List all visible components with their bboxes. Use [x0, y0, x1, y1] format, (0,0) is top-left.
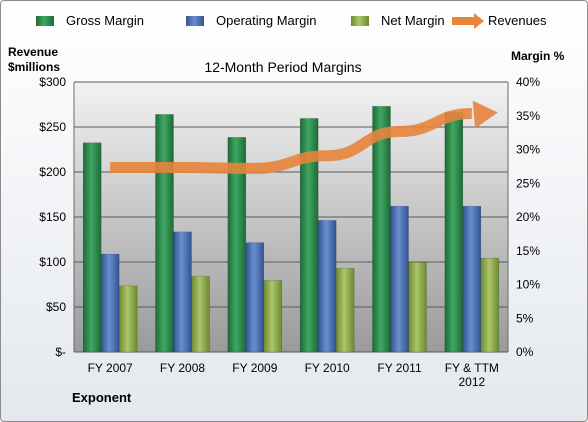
legend-label-net-margin: Net Margin — [381, 13, 445, 28]
right-tick-label: 5% — [516, 311, 534, 325]
left-tick-label: $250 — [39, 120, 66, 134]
bar-operating-margin — [245, 242, 265, 353]
bar-net-margin — [263, 280, 283, 353]
x-tick-label: FY 2007 — [88, 361, 133, 375]
bars — [82, 106, 500, 353]
right-tick-label: 15% — [516, 244, 540, 258]
bar-operating-margin — [100, 253, 120, 353]
legend-label-gross-margin: Gross Margin — [66, 13, 144, 28]
right-tick-label: 10% — [516, 278, 540, 292]
right-axis-ticks: 0% 5% 10% 15% 20% 25% 30% 35% 40% — [516, 75, 540, 359]
x-tick-label: FY & TTM — [445, 361, 499, 375]
bar-gross-margin — [444, 112, 464, 353]
bar-gross-margin — [155, 114, 174, 353]
bar-operating-margin — [173, 231, 192, 353]
left-tick-label: $200 — [39, 165, 66, 179]
revenue-line — [110, 100, 498, 174]
legend-arrow-icon — [474, 13, 484, 29]
x-tick-label: 2012 — [458, 375, 485, 389]
left-tick-label: $- — [55, 345, 66, 359]
right-axis-label: Margin % — [511, 49, 565, 63]
right-tick-label: 20% — [516, 210, 540, 224]
legend-swatch-revenues — [452, 17, 474, 25]
legend: Gross Margin Operating Margin Net Margin Re… — [36, 13, 547, 29]
bar-operating-margin — [462, 205, 482, 353]
x-tick-label: FY 2008 — [160, 361, 205, 375]
left-tick-label: $50 — [46, 300, 66, 314]
legend-swatch-gross-margin — [36, 16, 54, 26]
company-label: Exponent — [72, 390, 132, 405]
bar-gross-margin — [82, 142, 102, 353]
left-tick-label: $300 — [39, 75, 66, 89]
bar-net-margin — [480, 257, 500, 353]
left-axis-label-line2: $millions — [8, 60, 60, 74]
x-tick-label: FY 2011 — [377, 361, 422, 375]
right-tick-label: 0% — [516, 345, 534, 359]
bar-net-margin — [191, 276, 210, 353]
left-tick-label: $150 — [39, 210, 66, 224]
right-tick-label: 30% — [516, 143, 540, 157]
x-axis-labels: FY 2007 FY 2008 FY 2009 FY 2010 FY 2011 FY & … — [88, 361, 499, 389]
revenue-arrowhead — [472, 100, 498, 129]
right-tick-label: 40% — [516, 75, 540, 89]
left-axis-ticks: $- $50 $100 $150 $200 $250 $300 — [39, 75, 66, 359]
chart-title: 12-Month Period Margins — [204, 59, 361, 75]
bar-gross-margin — [372, 106, 391, 353]
left-axis-label-line1: Revenue — [8, 45, 58, 59]
bar-operating-margin — [390, 205, 409, 353]
revenue-line-path — [110, 108, 473, 174]
bar-net-margin — [335, 268, 355, 353]
x-tick-label: FY 2010 — [305, 361, 350, 375]
legend-swatch-operating-margin — [186, 16, 204, 26]
x-tick-label: FY 2009 — [232, 361, 277, 375]
legend-label-operating-margin: Operating Margin — [216, 13, 316, 28]
bar-net-margin — [408, 261, 427, 353]
left-tick-label: $100 — [39, 255, 66, 269]
legend-swatch-net-margin — [351, 16, 369, 26]
right-tick-label: 25% — [516, 176, 540, 190]
legend-label-revenues: Revenues — [488, 13, 547, 28]
bar-net-margin — [118, 285, 138, 353]
bar-operating-margin — [317, 220, 337, 353]
right-tick-label: 35% — [516, 109, 540, 123]
